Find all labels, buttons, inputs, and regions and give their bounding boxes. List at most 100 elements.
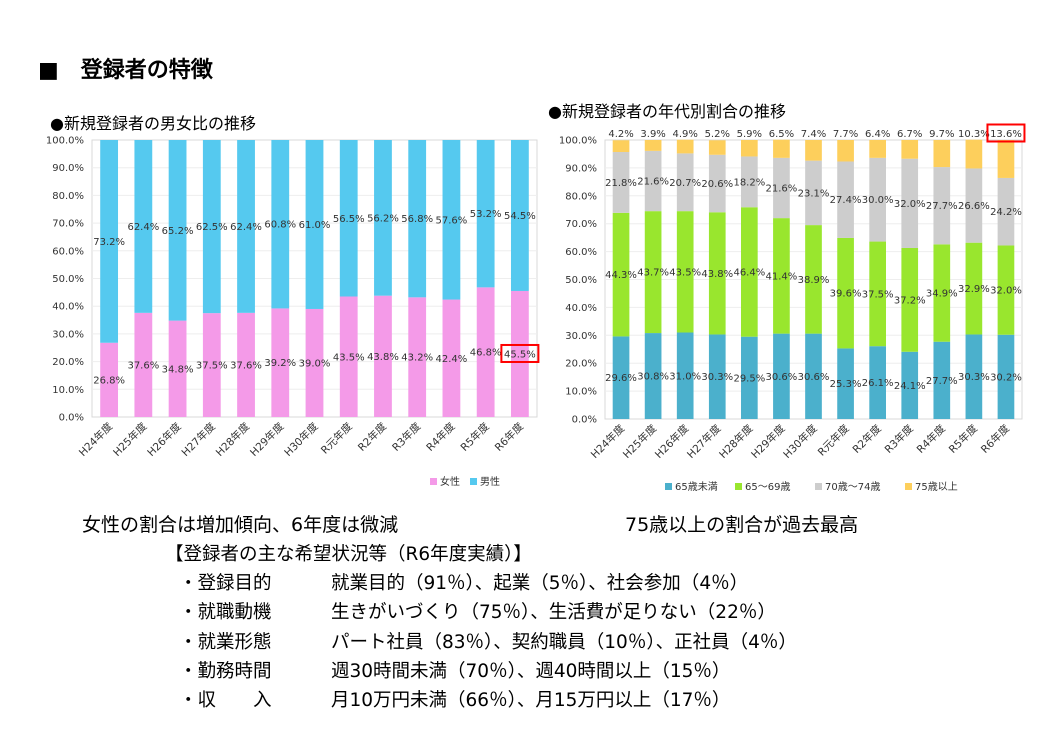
data-label: 26.8% <box>93 375 125 386</box>
x-tick-label: H26年度 <box>145 420 184 459</box>
bar-segment <box>997 245 1015 335</box>
x-tick-label: R2年度 <box>355 420 389 454</box>
x-tick-label: H28年度 <box>716 422 755 461</box>
bar-segment <box>933 244 951 342</box>
bar-segment <box>805 160 822 226</box>
data-label: 37.5% <box>196 361 228 372</box>
bar-segment <box>134 312 153 417</box>
bar-segment <box>773 333 790 419</box>
y-tick-label: 60.0% <box>565 247 597 258</box>
bar-segment <box>708 212 726 335</box>
data-label: 27.4% <box>830 195 862 206</box>
bar-segment <box>869 241 886 347</box>
data-label: 5.9% <box>737 129 762 140</box>
bar-segment <box>644 333 662 419</box>
preference-value: パート社員（83％）、契約職員（10％）、正社員（4％） <box>331 631 797 653</box>
data-label: 32.0% <box>990 286 1022 297</box>
data-label: 29.6% <box>605 373 637 384</box>
data-label: 43.2% <box>401 353 433 364</box>
data-label: 37.2% <box>894 295 926 306</box>
data-label: 6.5% <box>769 129 794 140</box>
data-label: 3.9% <box>640 129 665 140</box>
data-label: 32.9% <box>958 284 990 295</box>
data-label: 43.5% <box>333 352 365 363</box>
x-tick-label: H29年度 <box>748 422 787 461</box>
gender-chart-title: ●新規登録者の男女比の推移 <box>50 114 256 133</box>
bar-segment <box>933 341 951 419</box>
bar-segment <box>741 156 758 208</box>
bar-segment <box>805 225 822 334</box>
data-label: 56.5% <box>333 214 365 225</box>
bar-segment <box>869 140 886 158</box>
bar-segment <box>612 151 630 213</box>
preference-value: 生きがいづくり（75％）、生活費が足りない（22％） <box>331 602 776 624</box>
data-label: 42.4% <box>436 354 468 365</box>
bar-segment <box>965 168 983 243</box>
bar-segment <box>168 320 187 417</box>
bar-segment <box>442 140 461 300</box>
x-tick-label: H29年度 <box>247 420 286 459</box>
data-label: 9.7% <box>929 129 954 140</box>
data-label: 60.8% <box>264 220 296 231</box>
data-label: 56.2% <box>367 213 399 224</box>
bar-segment <box>644 150 662 212</box>
y-tick-label: 80.0% <box>565 191 597 202</box>
legend-swatch <box>665 483 672 490</box>
bar-segment <box>168 140 187 321</box>
y-tick-label: 100.0% <box>46 136 84 147</box>
x-tick-label: R6年度 <box>978 422 1012 456</box>
bar-segment <box>644 140 662 151</box>
bar-segment <box>869 157 886 242</box>
data-label: 56.8% <box>401 214 433 225</box>
preference-label: ・収 入 <box>179 690 272 712</box>
y-tick-label: 30.0% <box>52 329 84 340</box>
x-tick-label: R5年度 <box>946 422 980 456</box>
data-label: 30.0% <box>862 195 894 206</box>
x-tick-label: R3年度 <box>882 422 916 456</box>
legend-swatch <box>815 483 822 490</box>
bar-segment <box>805 333 822 419</box>
bar-segment <box>741 207 758 337</box>
data-label: 54.5% <box>504 211 536 222</box>
data-label: 53.2% <box>470 209 502 220</box>
bar-segment <box>901 140 919 159</box>
y-tick-label: 100.0% <box>559 136 597 147</box>
data-label: 25.3% <box>830 379 862 390</box>
data-label: 6.4% <box>865 129 890 140</box>
bar-segment <box>965 334 983 419</box>
bar-segment <box>708 154 726 213</box>
x-tick-label: H30年度 <box>781 422 820 461</box>
bar-segment <box>374 140 392 296</box>
x-tick-label: H25年度 <box>110 420 149 459</box>
data-label: 30.3% <box>701 372 733 383</box>
bar-segment <box>997 177 1015 246</box>
bar-segment <box>997 334 1015 419</box>
bar-segment <box>869 346 886 419</box>
data-label: 21.8% <box>605 178 637 189</box>
bar-segment <box>476 140 495 288</box>
preference-value: 就業目的（91％）、起業（5％）、社会参加（4％） <box>331 573 749 595</box>
legend-swatch <box>905 483 912 490</box>
data-label: 27.7% <box>926 201 958 212</box>
bar-segment <box>100 342 119 417</box>
data-label: 46.8% <box>470 348 502 359</box>
bar-segment <box>476 287 495 417</box>
bar-segment <box>644 211 662 334</box>
bar-segment <box>901 351 919 419</box>
data-label: 30.8% <box>637 372 669 383</box>
data-label: 61.0% <box>299 220 331 231</box>
y-tick-label: 40.0% <box>52 302 84 313</box>
bar-segment <box>237 140 255 313</box>
gender-summary: 女性の割合は増加傾向、6年度は微減 <box>82 514 399 536</box>
bar-segment <box>676 332 694 419</box>
bar-segment <box>837 161 854 238</box>
data-label: 62.4% <box>230 222 262 233</box>
data-label: 37.6% <box>230 360 262 371</box>
preference-label: ・登録目的 <box>179 573 272 595</box>
age-ratio-chart: 0.0% 10.0% 20.0% 30.0% 40.0% 50.0% 60.0% 70.0% 8… <box>559 123 1026 493</box>
data-label: 10.3% <box>958 129 990 140</box>
data-label: 65.2% <box>162 226 194 237</box>
data-label: 30.6% <box>766 372 798 383</box>
legend-label: 65歳未満 <box>675 481 718 493</box>
data-label: 21.6% <box>766 183 798 194</box>
